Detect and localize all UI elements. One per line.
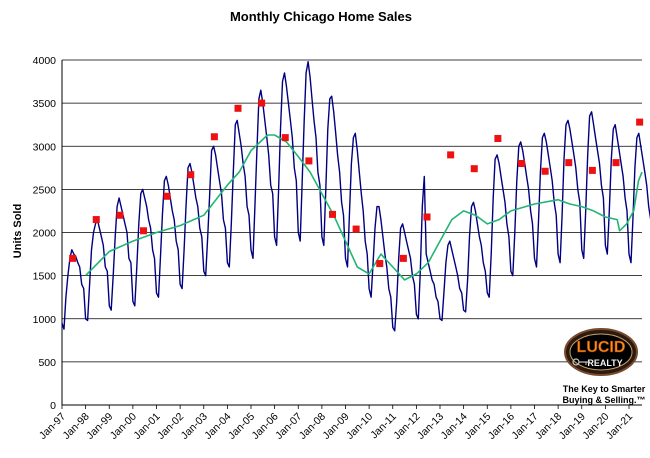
x-tick-labels: Jan-97Jan-98Jan-99Jan-00Jan-01Jan-02Jan-… [37,405,635,442]
key-icon [572,358,590,366]
marker-point [565,159,573,167]
marker-point [376,260,384,268]
marker-point [163,192,171,200]
chart-title: Monthly Chicago Home Sales [230,9,412,24]
marker-point [234,104,242,112]
y-tick-label: 500 [38,357,56,369]
marker-point [116,211,124,219]
marker-point [187,171,195,179]
marker-point [494,134,502,142]
marker-point [447,151,455,159]
logo-tagline-2: Buying & Selling.™ [562,395,645,405]
trend-line [85,134,643,281]
marker-point [352,225,360,233]
marker-point [541,167,549,175]
marker-point [92,216,100,224]
marker-point [612,159,620,167]
series-monthly-sales [61,61,650,332]
marker-point [258,99,266,107]
grid-lines [61,59,642,406]
logo-brand: LUCID [577,339,626,356]
y-tick-label: 3000 [33,141,57,153]
marker-point [305,157,313,165]
logo-badge-inner [569,333,633,371]
x-tick-label: Jan-21 [604,411,635,442]
marker-point [69,254,77,262]
monthly-sales-line [61,61,650,332]
logo-sub: REALTY [587,358,622,368]
y-tick-label: 2000 [33,228,57,240]
x-tick-label: Jan-10 [344,411,375,442]
y-tick-labels: 0 500 1000 1500 2000 2500 3000 3500 4000 [33,55,57,412]
y-tick-label: 3500 [33,98,57,110]
lucid-realty-logo: LUCID REALTY The Key to Smarter Buying &… [562,328,646,405]
y-tick-label: 2500 [33,184,57,196]
marker-point [470,165,478,173]
y-tick-label: 0 [50,400,56,412]
series-markers [69,99,644,268]
y-axis-label: Units Sold [12,204,24,258]
y-tick-label: 4000 [33,55,57,67]
marker-point [140,227,148,235]
marker-point [518,160,526,167]
marker-point [329,210,337,218]
series-trend [85,134,643,281]
y-tick-label: 1000 [33,314,57,326]
marker-point [210,133,218,141]
logo-tagline-1: The Key to Smarter [563,384,646,394]
marker-point [636,118,644,126]
marker-point [423,213,431,221]
marker-point [281,134,289,142]
marker-point [588,166,596,174]
y-tick-label: 1500 [33,271,57,283]
marker-point [399,254,407,262]
